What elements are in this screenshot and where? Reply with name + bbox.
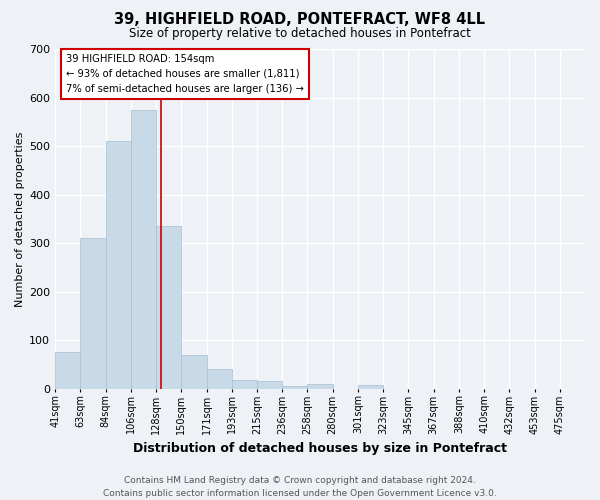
X-axis label: Distribution of detached houses by size in Pontefract: Distribution of detached houses by size … <box>133 442 507 455</box>
Bar <box>206 370 232 388</box>
Text: Contains HM Land Registry data © Crown copyright and database right 2024.
Contai: Contains HM Land Registry data © Crown c… <box>103 476 497 498</box>
Text: 39 HIGHFIELD ROAD: 154sqm
← 93% of detached houses are smaller (1,811)
7% of sem: 39 HIGHFIELD ROAD: 154sqm ← 93% of detac… <box>66 54 304 94</box>
Bar <box>181 355 206 388</box>
Bar <box>282 386 307 388</box>
Bar <box>131 110 156 388</box>
Bar <box>55 352 80 388</box>
Text: 39, HIGHFIELD ROAD, PONTEFRACT, WF8 4LL: 39, HIGHFIELD ROAD, PONTEFRACT, WF8 4LL <box>115 12 485 28</box>
Bar <box>156 226 181 388</box>
Bar <box>80 238 106 388</box>
Bar <box>106 141 131 388</box>
Bar <box>257 382 282 388</box>
Text: Size of property relative to detached houses in Pontefract: Size of property relative to detached ho… <box>129 28 471 40</box>
Y-axis label: Number of detached properties: Number of detached properties <box>15 131 25 306</box>
Bar <box>358 385 383 388</box>
Bar <box>232 380 257 388</box>
Bar <box>307 384 332 388</box>
